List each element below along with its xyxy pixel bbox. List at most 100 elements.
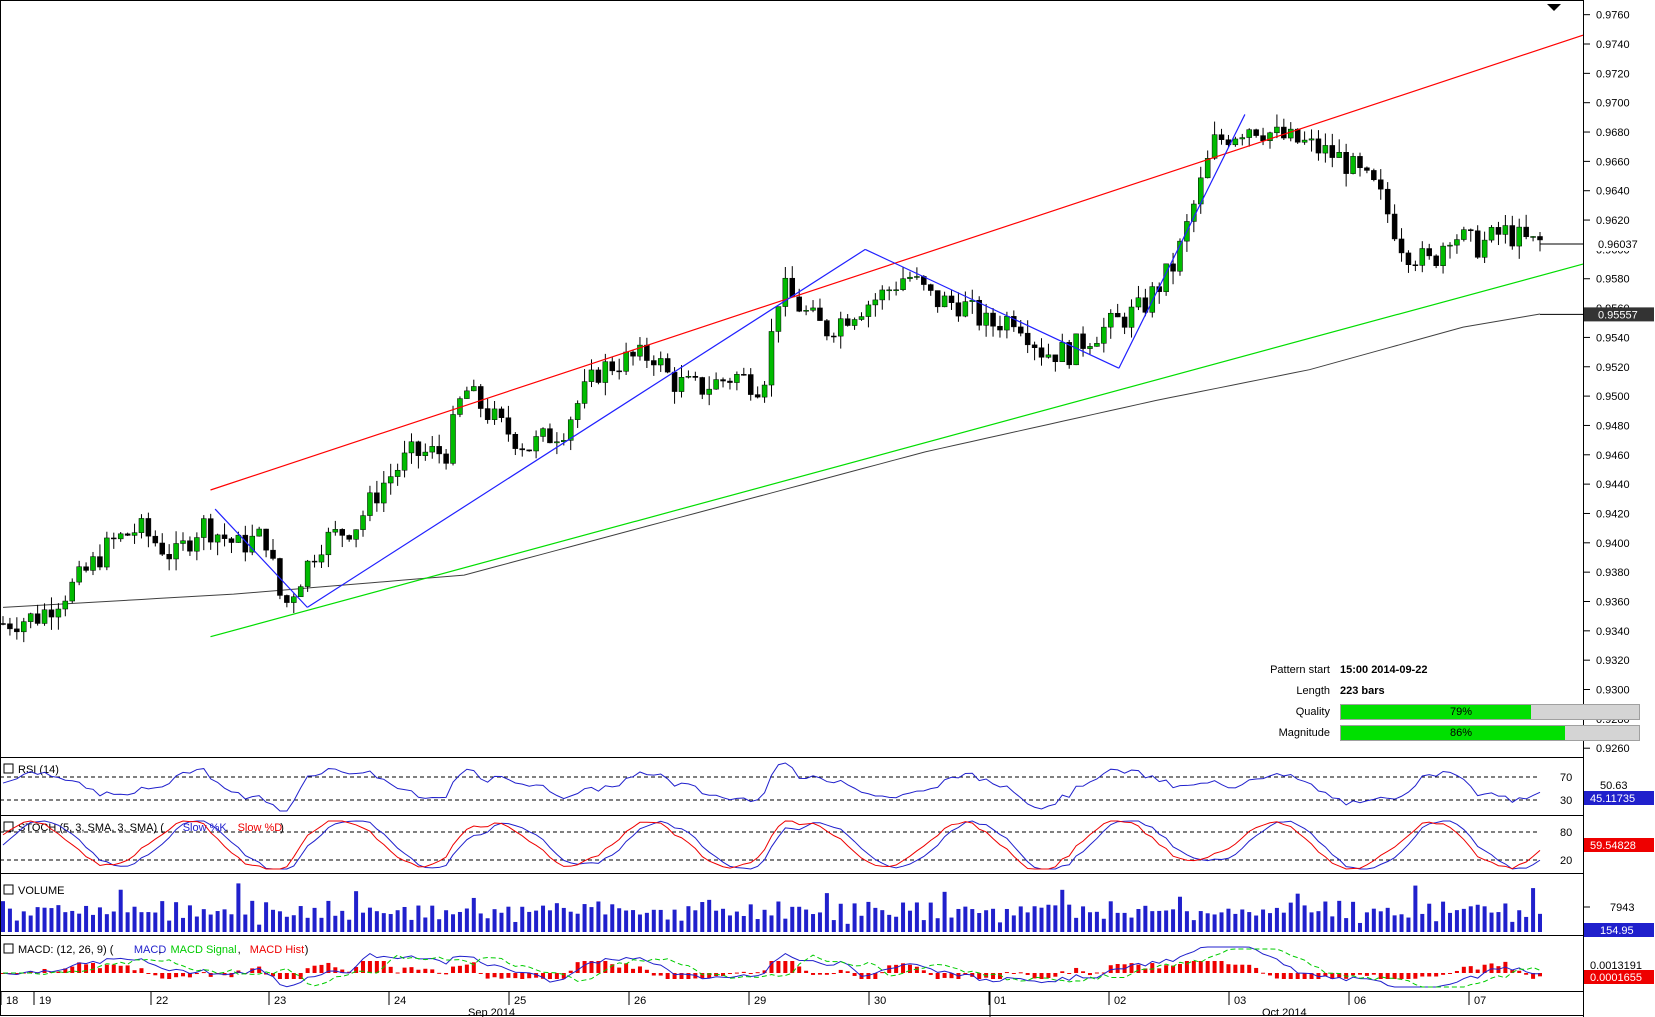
volume-bar	[305, 917, 310, 932]
candle-up	[803, 310, 809, 312]
macd-hist-bar	[1011, 973, 1016, 974]
candle-down	[1405, 252, 1412, 265]
volume-bar	[541, 905, 546, 932]
macd-hist-bar	[894, 964, 899, 973]
candle-down	[796, 296, 802, 312]
macd-hist-bar	[388, 966, 393, 973]
ma-price-tag-label: 0.95557	[1598, 309, 1638, 321]
volume-bar	[312, 907, 317, 932]
macd-hist-bar	[1039, 973, 1044, 979]
macd-hist-bar	[1399, 973, 1404, 979]
macd-hist-bar	[991, 973, 996, 979]
volume-bar	[1399, 914, 1404, 932]
candle-down	[934, 290, 941, 308]
magnitude-percent: 86%	[1449, 727, 1473, 739]
volume-bar	[1316, 911, 1321, 932]
volume-bar	[236, 883, 241, 932]
macd-hist-bar	[1177, 964, 1182, 973]
volume-bar	[1337, 900, 1342, 932]
macd-hist-bar	[1316, 973, 1321, 979]
volume-bar	[277, 911, 282, 932]
price-tick-label: 0.9720	[1596, 68, 1630, 80]
macd-hist-bar	[1420, 973, 1425, 977]
macd-hist-bar	[624, 963, 629, 973]
volume-bar	[326, 900, 331, 932]
volume-bar	[1357, 922, 1362, 932]
candle-down	[339, 529, 345, 536]
volume-bar	[811, 914, 816, 932]
candle-down	[263, 528, 269, 551]
rsi-value-label: 45.11735	[1590, 793, 1635, 805]
macd-hist-bar	[1157, 968, 1162, 973]
macd-hist-bar	[91, 962, 96, 973]
candle-down	[1378, 179, 1384, 190]
candle-down	[159, 542, 165, 555]
candle-down	[747, 374, 754, 395]
stoch-sep: ,	[225, 822, 228, 834]
macd-hist-bar	[1337, 973, 1342, 978]
volume-bar	[492, 909, 497, 932]
volume-bar	[1288, 902, 1293, 932]
price-tick-label: 0.9340	[1596, 626, 1630, 638]
macd-close: )	[305, 944, 309, 956]
volume-bar	[1392, 915, 1397, 932]
scroll-marker-icon[interactable]	[1547, 4, 1561, 11]
candle-up	[602, 361, 609, 383]
macd-hist-bar	[1531, 973, 1536, 979]
macd-hist-bar	[277, 973, 282, 979]
volume-bar	[534, 910, 539, 932]
macd-hist-bar	[257, 966, 262, 973]
volume-bar	[914, 902, 919, 932]
candle-down	[1371, 170, 1377, 180]
volume-bar	[464, 908, 469, 932]
candle-up	[1177, 240, 1183, 272]
candle-down	[1080, 333, 1086, 349]
volume-bar	[1198, 911, 1203, 932]
price-tick-label: 0.9420	[1596, 508, 1630, 520]
macd-hist-bar	[1032, 973, 1037, 979]
candle-up	[837, 318, 844, 337]
candle-down	[277, 558, 283, 596]
macd-hist-bar	[1018, 972, 1023, 974]
macd-hist-bar	[305, 968, 310, 973]
price-tick-label: 0.9260	[1596, 743, 1630, 755]
macd-hist-bar	[707, 973, 712, 979]
volume-bar	[181, 917, 186, 932]
volume-bar	[208, 914, 213, 932]
stoch-close: )	[280, 822, 284, 834]
volume-bar	[264, 902, 269, 932]
macd-hist-bar	[790, 961, 795, 973]
volume-bar	[1067, 904, 1072, 932]
macd-hist-bar	[997, 973, 1002, 979]
volume-bar	[624, 910, 629, 932]
moving-average-line	[2, 313, 1541, 608]
volume-bar	[1157, 910, 1162, 932]
candle-up	[1301, 139, 1308, 143]
volume-bar	[1247, 912, 1252, 932]
volume-bar	[575, 913, 580, 932]
candle-up	[1419, 248, 1426, 266]
macd-hist-bar	[1247, 964, 1252, 973]
candle-up	[1135, 297, 1142, 308]
candle-up	[387, 476, 394, 484]
macd-hist-bar	[817, 973, 822, 975]
volume-bar	[513, 921, 518, 932]
macd-hist-bar	[367, 961, 372, 973]
macd-hist-bar	[1330, 973, 1335, 979]
candle-up	[471, 386, 477, 392]
volume-bar	[457, 911, 462, 932]
macd-line	[2, 946, 1541, 988]
macd-hist-bar	[139, 968, 144, 973]
volume-bar	[347, 919, 352, 932]
candle-down	[1474, 230, 1481, 258]
macd-hist-bar	[153, 973, 158, 976]
volume-bar	[1074, 917, 1079, 932]
candle-up	[201, 518, 207, 538]
volume-value-box	[1584, 923, 1654, 937]
volume-bar	[880, 910, 885, 932]
candle-up	[914, 276, 920, 278]
price-tick-label: 0.9440	[1596, 479, 1630, 491]
candle-down	[1357, 156, 1363, 169]
macd-hist-bar	[1302, 973, 1307, 979]
